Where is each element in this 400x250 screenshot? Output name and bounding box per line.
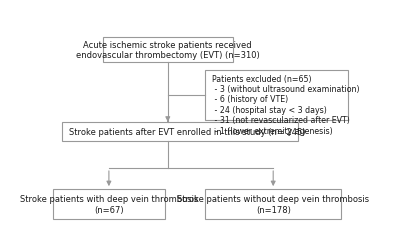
FancyBboxPatch shape bbox=[205, 189, 341, 219]
Text: Stroke patients after EVT enrolled in this study (n= 245): Stroke patients after EVT enrolled in th… bbox=[69, 128, 305, 136]
FancyBboxPatch shape bbox=[62, 122, 298, 142]
Text: Stroke patients without deep vein thrombosis
(n=178): Stroke patients without deep vein thromb… bbox=[177, 194, 369, 214]
FancyBboxPatch shape bbox=[53, 189, 165, 219]
Text: Stroke patients with deep vein thrombosis
(n=67): Stroke patients with deep vein thrombosi… bbox=[20, 194, 198, 214]
FancyBboxPatch shape bbox=[205, 70, 348, 120]
Text: Patients excluded (n=65)
 - 3 (without ultrasound examination)
 - 6 (history of : Patients excluded (n=65) - 3 (without ul… bbox=[212, 74, 359, 135]
FancyBboxPatch shape bbox=[103, 38, 233, 63]
Text: Acute ischemic stroke patients received
endovascular thrombectomy (EVT) (n=310): Acute ischemic stroke patients received … bbox=[76, 40, 260, 60]
